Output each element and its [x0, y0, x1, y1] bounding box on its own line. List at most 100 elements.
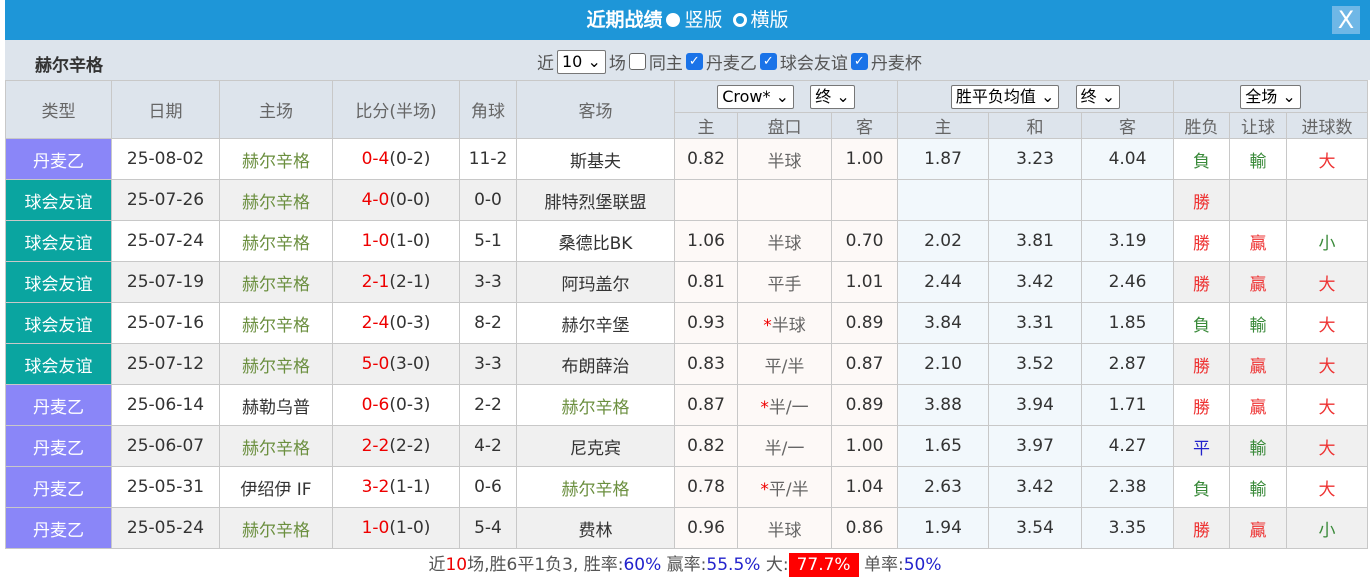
euro-draw-cell: 3.42: [988, 261, 1082, 303]
euro-away-odds: 1.85: [1108, 313, 1147, 333]
home-cell[interactable]: 赫勒乌普: [219, 384, 333, 426]
option-horizontal-label[interactable]: 横版: [750, 9, 789, 31]
home-cell[interactable]: 赫尔辛格: [219, 261, 333, 303]
type-cell: 球会友谊: [5, 220, 112, 262]
away-cell[interactable]: 斯基夫: [516, 138, 675, 180]
goals-result: 大: [1318, 356, 1336, 377]
goals-result-cell: [1285, 179, 1369, 221]
handicap-away-odds: 1.04: [845, 477, 884, 497]
date-cell: 25-05-24: [111, 507, 220, 549]
home-team: 赫尔辛格: [242, 315, 310, 336]
euro-stage-select[interactable]: 终 ⌄: [1075, 84, 1121, 109]
home-team: 赫尔辛格: [242, 274, 310, 295]
euro-away-odds: 2.38: [1108, 477, 1147, 497]
away-cell[interactable]: 桑德比BK: [516, 220, 675, 262]
euro-draw-odds: 3.42: [1016, 272, 1054, 292]
team-name: 赫尔辛格: [35, 56, 103, 76]
half-time-score: (1-0): [389, 231, 431, 251]
match-type: 丹麦乙: [33, 520, 84, 541]
handicap-result: 贏: [1249, 274, 1267, 295]
date-cell: 25-06-07: [111, 425, 220, 467]
away-cell[interactable]: 腓特烈堡联盟: [516, 179, 675, 221]
euro-draw-odds: 3.42: [1016, 477, 1054, 497]
recent-count-select[interactable]: 10 ⌄: [557, 49, 606, 74]
corner-cell: 4-2: [459, 425, 517, 467]
col-goals-result: 进球数: [1285, 112, 1369, 139]
half-time-score: (0-0): [389, 190, 431, 210]
home-cell[interactable]: 伊绍伊 IF: [219, 466, 333, 508]
home-cell[interactable]: 赫尔辛格: [219, 343, 333, 385]
match-date: 25-07-16: [126, 313, 205, 333]
match-type: 球会友谊: [24, 192, 93, 213]
home-cell[interactable]: 赫尔辛格: [219, 302, 333, 344]
corner-cell: 5-4: [459, 507, 517, 549]
euro-home-odds: 2.44: [924, 272, 962, 292]
goals-result-cell: 大: [1285, 384, 1369, 426]
half-time-score: (0-3): [389, 313, 431, 333]
euro-draw-odds: 3.23: [1016, 149, 1054, 169]
euro-home-cell: 2.02: [897, 220, 989, 262]
close-button[interactable]: X: [1332, 6, 1360, 34]
away-cell[interactable]: 赫尔辛格: [516, 466, 675, 508]
home-team: 赫尔辛格: [242, 520, 310, 541]
match-date: 25-05-24: [126, 518, 205, 538]
match-table: 类型 日期 主场 比分(半场) 角球 客场 Crow* ⌄ 终 ⌄ 胜平负均值 …: [5, 80, 1369, 549]
euro-type-select[interactable]: 胜平负均值 ⌄: [950, 84, 1060, 109]
period-select[interactable]: 全场 ⌄: [1240, 84, 1301, 109]
league-checkbox-1[interactable]: ✓: [759, 53, 777, 70]
league-label-1: 球会友谊: [779, 54, 848, 74]
home-cell[interactable]: 赫尔辛格: [219, 507, 333, 549]
filter-bar: 赫尔辛格 近 10 ⌄ 场 同主 ✓ 丹麦乙 ✓ 球会友谊 ✓ 丹麦杯: [5, 40, 1370, 80]
score-cell: 0-4(0-2): [332, 138, 460, 180]
goals-result: 大: [1318, 397, 1336, 418]
league-checkbox-0[interactable]: ✓: [685, 53, 703, 70]
corner-score: 8-2: [474, 313, 502, 333]
match-type: 丹麦乙: [33, 438, 84, 459]
company-select[interactable]: Crow* ⌄: [717, 84, 795, 109]
match-date: 25-06-14: [126, 395, 205, 415]
league-checkbox-2[interactable]: ✓: [850, 53, 868, 70]
handicap-home-cell: 1.06: [674, 220, 738, 262]
euro-home-odds: 1.65: [924, 436, 962, 456]
handicap-result: 輸: [1249, 438, 1267, 459]
radio-vertical[interactable]: [666, 13, 681, 27]
corner-cell: 11-2: [459, 138, 517, 180]
home-cell[interactable]: 赫尔辛格: [219, 138, 333, 180]
match-date: 25-07-24: [126, 231, 205, 251]
home-cell[interactable]: 赫尔辛格: [219, 179, 333, 221]
option-vertical-label[interactable]: 竖版: [684, 9, 723, 31]
chevron-down-icon: ⌄: [1101, 86, 1116, 106]
summary-text: 赢率:: [661, 555, 707, 575]
home-cell[interactable]: 赫尔辛格: [219, 220, 333, 262]
away-cell[interactable]: 尼克宾: [516, 425, 675, 467]
handicap-away-cell: [831, 179, 898, 221]
half-time-score: (2-2): [389, 436, 431, 456]
result-cell: 平: [1173, 425, 1230, 467]
radio-horizontal[interactable]: [732, 13, 747, 27]
euro-away-cell: 1.85: [1081, 302, 1174, 344]
goals-result: 小: [1318, 520, 1336, 541]
match-date: 25-06-07: [126, 436, 205, 456]
handicap-controls: Crow* ⌄ 终 ⌄: [674, 80, 898, 113]
away-cell[interactable]: 布朗薛治: [516, 343, 675, 385]
euro-away-cell: 4.04: [1081, 138, 1174, 180]
match-type: 丹麦乙: [33, 479, 84, 500]
away-cell[interactable]: 赫尔辛堡: [516, 302, 675, 344]
corner-cell: 2-2: [459, 384, 517, 426]
away-cell[interactable]: 赫尔辛格: [516, 384, 675, 426]
away-cell[interactable]: 费林: [516, 507, 675, 549]
half-time-score: (1-0): [389, 518, 431, 538]
euro-home-odds: 3.84: [924, 313, 962, 333]
home-cell[interactable]: 赫尔辛格: [219, 425, 333, 467]
euro-type-value: 胜平负均值: [955, 86, 1036, 106]
match-result: 負: [1193, 315, 1210, 336]
chevron-down-icon: ⌄: [1282, 86, 1296, 106]
handicap-line: 平手: [767, 274, 802, 295]
same-home-checkbox[interactable]: [628, 53, 646, 70]
handicap-stage-select[interactable]: 终 ⌄: [810, 84, 855, 109]
corner-score: 11-2: [468, 149, 508, 169]
handicap-line-cell: *半/一: [737, 384, 832, 426]
euro-home-cell: 3.88: [897, 384, 989, 426]
handicap-line-cell: 平手: [737, 261, 832, 303]
away-cell[interactable]: 阿玛盖尔: [516, 261, 675, 303]
